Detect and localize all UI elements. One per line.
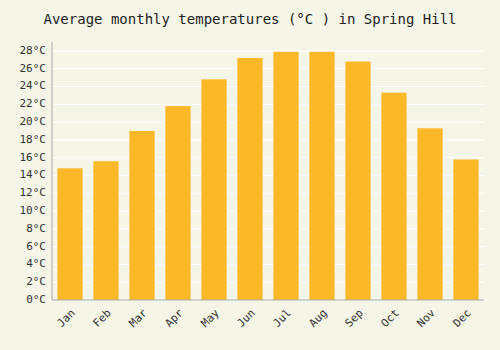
x-axis-line <box>52 300 484 301</box>
bar <box>201 79 226 300</box>
bar <box>165 106 190 300</box>
y-tick-label: 18°C <box>20 133 47 146</box>
bar <box>57 168 82 300</box>
bar <box>345 62 370 300</box>
x-tick-label: Nov <box>415 306 439 330</box>
x-tick-label: Aug <box>307 307 330 330</box>
title: Average monthly temperatures (°C ) in Sp… <box>43 11 456 27</box>
y-tick-label: 22°C <box>20 97 47 110</box>
y-axis: 0°C 2°C 4°C 6°C 8°C 10°C 12°C 14°C 16°C 18°C 20°C 2… <box>20 44 47 306</box>
x-tick-label: Mar <box>127 306 151 330</box>
y-tick-label: 0°C <box>26 293 46 306</box>
y-tick-label: 10°C <box>20 204 47 217</box>
y-tick-label: 24°C <box>20 79 47 92</box>
bars <box>57 52 478 300</box>
bar <box>129 131 154 300</box>
y-tick-label: 14°C <box>20 168 47 181</box>
x-tick-label: Oct <box>379 307 402 330</box>
x-tick-label: Dec <box>451 307 474 330</box>
x-tick-label: Sep <box>343 307 366 330</box>
bar <box>237 58 262 300</box>
y-tick-label: 26°C <box>20 62 47 75</box>
y-tick-label: 6°C <box>26 240 46 253</box>
bar <box>309 52 334 300</box>
grid-line <box>52 121 484 122</box>
grid <box>52 51 484 300</box>
x-axis: Jan Feb Mar Apr May Jun Jul Aug Sep Oct Nov Dec <box>55 306 474 330</box>
y-axis-line <box>52 42 53 300</box>
chart: 0°C 2°C 4°C 6°C 8°C 10°C 12°C 14°C 16°C 18°C 20°C 2… <box>0 0 500 350</box>
grid-line <box>52 68 484 69</box>
y-tick-label: 20°C <box>20 115 47 128</box>
x-tick-label: Jun <box>235 307 258 330</box>
y-tick-label: 8°C <box>26 222 46 235</box>
grid-line <box>52 50 484 51</box>
y-tick-label: 4°C <box>26 257 46 270</box>
bar <box>417 128 442 300</box>
bar <box>93 161 118 300</box>
y-tick-label: 2°C <box>26 275 46 288</box>
x-tick-label: Feb <box>91 307 114 330</box>
grid-line <box>52 299 484 300</box>
x-tick-label: Jul <box>271 307 294 330</box>
y-tick-label: 12°C <box>20 186 47 199</box>
x-tick-label: Jan <box>55 307 78 330</box>
y-tick-label: 28°C <box>20 44 47 57</box>
bar <box>273 52 298 300</box>
bar <box>453 159 478 300</box>
y-tick-label: 16°C <box>20 151 47 164</box>
x-tick-label: May <box>199 306 223 330</box>
x-tick-label: Apr <box>163 306 187 330</box>
grid-line <box>52 104 484 105</box>
grid-line <box>52 86 484 87</box>
bar <box>381 93 406 300</box>
